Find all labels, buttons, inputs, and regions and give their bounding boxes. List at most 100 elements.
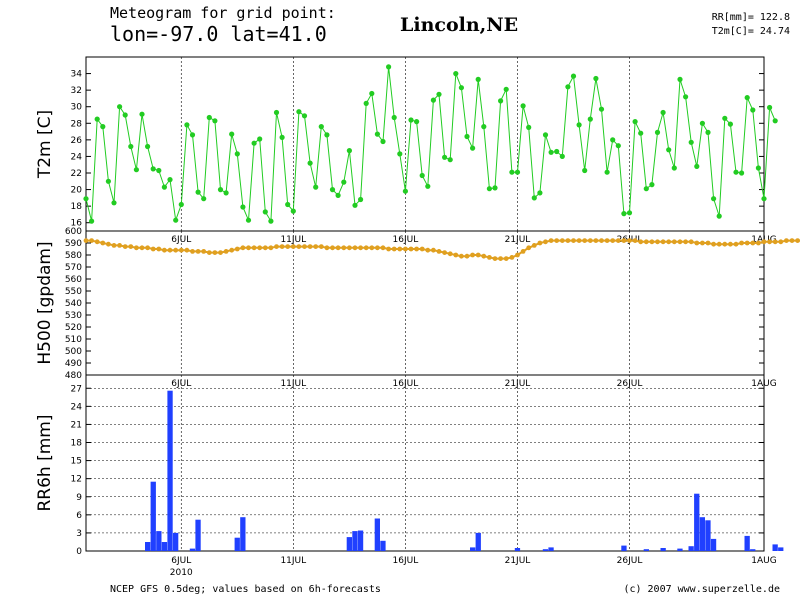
h500-point bbox=[352, 245, 358, 251]
t2m-point bbox=[100, 124, 106, 130]
h500-point bbox=[369, 245, 375, 251]
h500-point bbox=[106, 241, 111, 247]
rr-bar bbox=[470, 547, 476, 551]
h500-point bbox=[251, 245, 257, 251]
rr-bar bbox=[677, 548, 683, 551]
rr-bar bbox=[167, 390, 173, 551]
h500-point bbox=[464, 253, 470, 259]
t2m-point bbox=[178, 201, 184, 208]
t2m-point bbox=[217, 187, 224, 193]
h500-point bbox=[240, 245, 246, 251]
h500-point bbox=[700, 240, 705, 246]
t2m-point bbox=[307, 160, 313, 166]
t2m-point bbox=[329, 187, 336, 193]
t2m-point bbox=[145, 143, 151, 150]
y-tick-label: 24 bbox=[71, 402, 83, 412]
h500-point bbox=[705, 240, 711, 246]
rr-bar bbox=[195, 519, 201, 551]
h500-point bbox=[621, 238, 627, 244]
h500-point bbox=[475, 252, 481, 258]
t2m-point bbox=[621, 211, 627, 217]
h500-point bbox=[94, 239, 100, 245]
t2m-point bbox=[83, 196, 89, 202]
h500-point bbox=[548, 238, 554, 244]
rr-bar bbox=[380, 540, 386, 551]
h500-point bbox=[643, 239, 649, 245]
t2m-point bbox=[666, 147, 672, 153]
h500-point bbox=[178, 247, 184, 253]
date-tick-label: 6JUL bbox=[171, 556, 191, 566]
t2m-point bbox=[750, 107, 756, 113]
h500-point bbox=[330, 245, 335, 251]
t2m-point bbox=[458, 85, 464, 91]
h500-point bbox=[83, 238, 89, 244]
rr-bar bbox=[346, 537, 352, 551]
h500-point bbox=[201, 249, 207, 254]
y-tick-label: 26 bbox=[71, 136, 83, 146]
t2m-point bbox=[464, 133, 470, 140]
t2m-point bbox=[139, 111, 145, 117]
t2m-point bbox=[554, 148, 560, 155]
h500-point bbox=[218, 250, 223, 256]
t2m-point bbox=[520, 103, 526, 109]
h500-point bbox=[184, 247, 190, 253]
t2m-point bbox=[615, 143, 621, 149]
h500-point bbox=[279, 244, 285, 250]
h500-point bbox=[173, 247, 179, 253]
h500-point bbox=[257, 245, 263, 251]
h500-point bbox=[100, 240, 106, 246]
t2m-point bbox=[290, 208, 296, 214]
t2m-point bbox=[711, 196, 717, 202]
h500-point bbox=[789, 238, 795, 244]
rr-bar bbox=[778, 547, 784, 551]
t2m-point bbox=[268, 218, 274, 224]
rr-bar bbox=[710, 538, 717, 551]
h500-point bbox=[431, 247, 436, 253]
h500-point bbox=[307, 244, 313, 250]
rr-bar bbox=[750, 549, 756, 551]
t2m-point bbox=[604, 169, 610, 175]
t2m-point bbox=[542, 132, 549, 138]
t2m-point bbox=[184, 122, 190, 128]
t2m-point bbox=[716, 213, 722, 219]
rr-bar bbox=[688, 546, 694, 551]
t2m-point bbox=[296, 109, 302, 115]
h500-point bbox=[442, 250, 447, 256]
t2m-point bbox=[324, 132, 330, 138]
h500-point bbox=[397, 246, 403, 252]
h500-point bbox=[772, 239, 778, 245]
t2m-point bbox=[212, 118, 218, 124]
t2m-series-line bbox=[85, 66, 776, 223]
h500-point bbox=[526, 245, 532, 251]
t2m-point bbox=[531, 195, 537, 201]
h500-point bbox=[212, 250, 218, 256]
h500-point bbox=[285, 244, 291, 250]
rr-bar bbox=[699, 517, 705, 551]
y-tick-label: 18 bbox=[71, 202, 83, 212]
y-tick-label: 550 bbox=[65, 287, 82, 297]
stat-rr-total: RR[mm]= 122.8 bbox=[711, 12, 790, 23]
year-label: 2010 bbox=[170, 568, 193, 578]
y-tick-label: 28 bbox=[71, 119, 83, 129]
h500-point bbox=[414, 246, 419, 252]
h500-point bbox=[139, 245, 145, 251]
h500-point bbox=[638, 239, 644, 245]
t2m-point bbox=[688, 139, 694, 145]
h500-point bbox=[223, 249, 229, 254]
t2m-point bbox=[105, 178, 111, 184]
rr-bar bbox=[621, 545, 627, 551]
t2m-point bbox=[430, 97, 436, 103]
t2m-point bbox=[526, 124, 532, 130]
h500-point bbox=[615, 238, 621, 244]
t2m-point bbox=[346, 148, 352, 154]
h500-point bbox=[660, 239, 666, 245]
h500-point bbox=[520, 249, 526, 254]
h500-point bbox=[487, 255, 492, 260]
rr-bar bbox=[374, 518, 380, 551]
t2m-point bbox=[313, 184, 319, 190]
y-tick-label: 22 bbox=[71, 169, 82, 179]
h500-point bbox=[134, 245, 139, 251]
h500-point bbox=[380, 245, 386, 251]
y-tick-label: 590 bbox=[65, 239, 82, 249]
